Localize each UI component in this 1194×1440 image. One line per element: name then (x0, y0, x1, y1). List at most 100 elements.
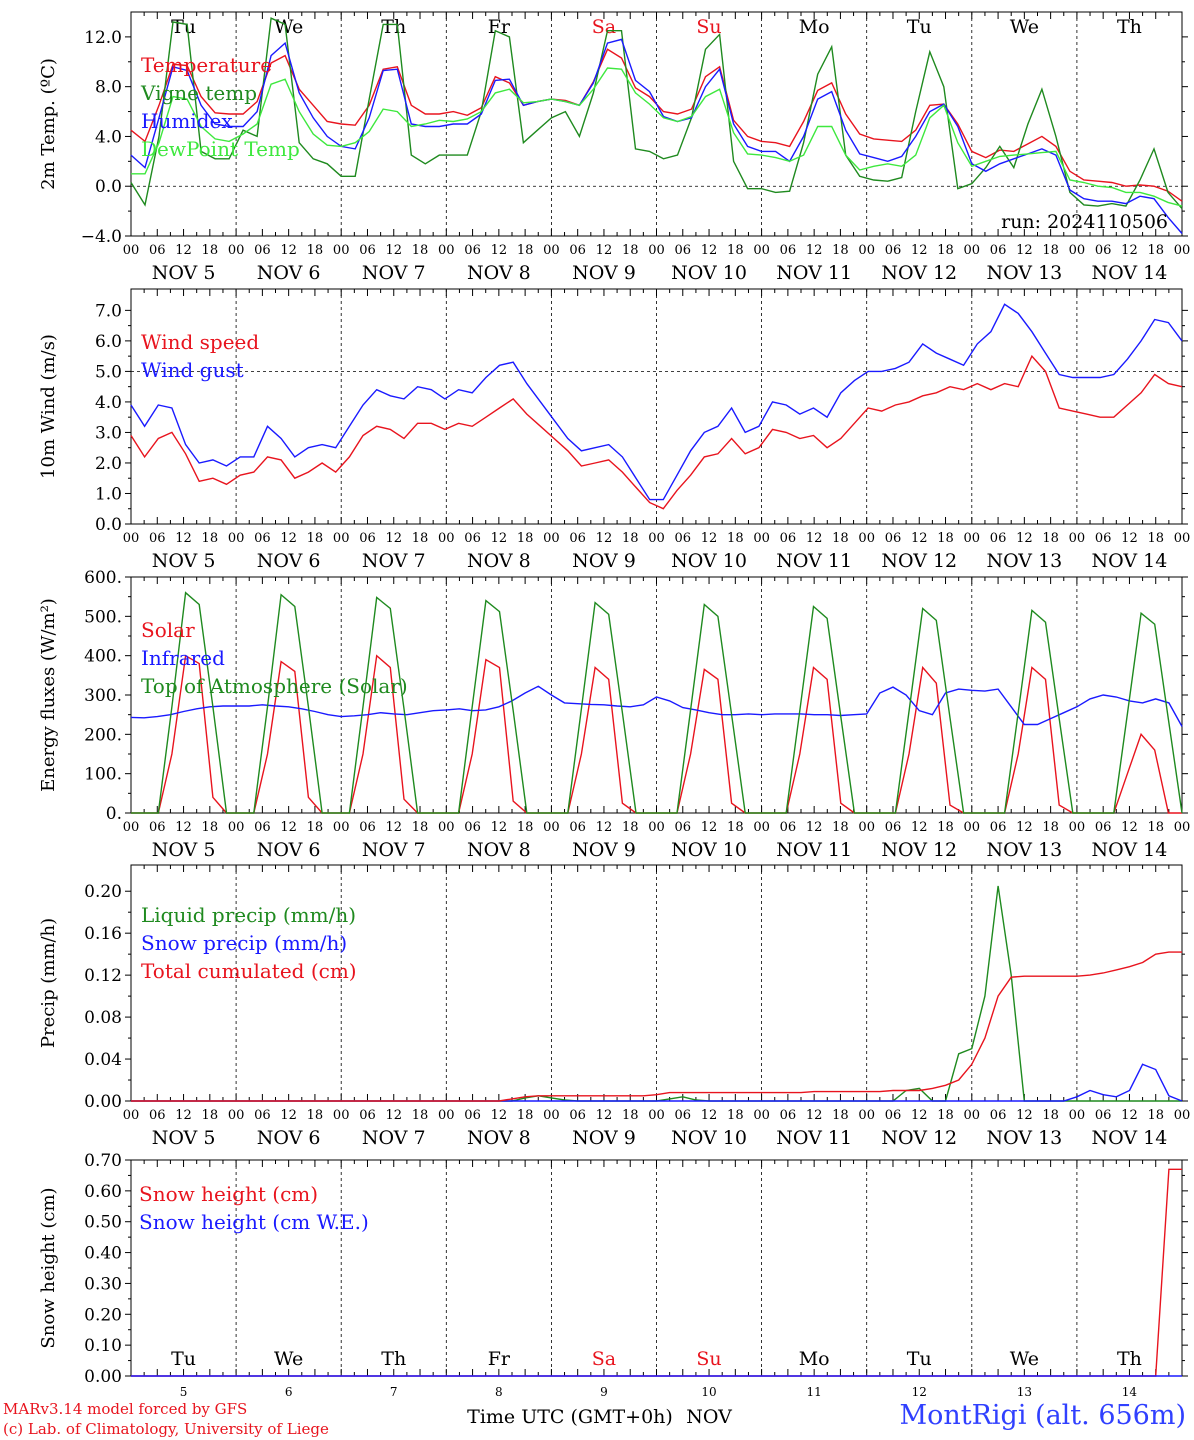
date-label: NOV 6 (257, 262, 321, 284)
hour-tick-label: 18 (412, 243, 429, 258)
hour-tick-label: 00 (858, 243, 875, 258)
hour-tick-label: 00 (858, 820, 875, 835)
hour-tick-label: 18 (307, 1108, 324, 1123)
hour-tick-label: 06 (990, 531, 1007, 546)
date-label: NOV 12 (881, 839, 957, 861)
weekday-label: Fr (488, 16, 511, 38)
hour-tick-label: 06 (464, 243, 481, 258)
date-label: NOV 5 (152, 550, 216, 572)
hour-tick-label: 06 (780, 1108, 797, 1123)
date-label: NOV 6 (257, 1127, 321, 1149)
hour-tick-label: 18 (202, 820, 219, 835)
hour-tick-label: 06 (149, 243, 166, 258)
date-label: NOV 13 (986, 1127, 1062, 1149)
hour-tick-label: 12 (280, 1108, 297, 1123)
hour-tick-label: 18 (202, 531, 219, 546)
y-tick-label: 0.04 (84, 1050, 122, 1070)
hour-tick-label: 18 (307, 531, 324, 546)
y-tick-label: 0.60 (84, 1182, 122, 1202)
panel-energy: 0. 100. 200. 300. 400. 500. 600. Energy fluxes … (38, 568, 1190, 861)
date-label: NOV 10 (671, 262, 747, 284)
date-label: NOV 8 (467, 262, 531, 284)
hour-tick-label: 12 (596, 820, 613, 835)
hour-tick-label: 00 (438, 531, 455, 546)
hour-tick-label: 06 (149, 820, 166, 835)
hour-tick-label: 06 (1095, 243, 1112, 258)
day-number-label: 11 (807, 1385, 822, 1399)
hour-tick-label: 18 (727, 1108, 744, 1123)
weekday-label: We (1010, 1348, 1039, 1370)
y-axis-label: Snow height (cm) (38, 1187, 59, 1348)
hour-tick-label: 12 (385, 1108, 402, 1123)
date-label: NOV 12 (881, 1127, 957, 1149)
y-tick-label: 0.08 (84, 1008, 122, 1028)
hour-tick-label: 06 (990, 820, 1007, 835)
hour-tick-label: 00 (123, 1108, 140, 1123)
hour-tick-label: 06 (359, 243, 376, 258)
hour-tick-label: 06 (254, 820, 271, 835)
hour-tick-label: 00 (438, 1108, 455, 1123)
hour-tick-label: 06 (359, 1108, 376, 1123)
hour-tick-label: 00 (858, 531, 875, 546)
weekday-label: Tu (907, 16, 932, 38)
hour-tick-label: 00 (543, 243, 560, 258)
hour-tick-label: 00 (753, 1108, 770, 1123)
series-line-dewpoint-temp (131, 67, 1183, 207)
hour-tick-label: 06 (885, 820, 902, 835)
date-label: NOV 14 (1092, 839, 1168, 861)
date-label: NOV 7 (362, 262, 426, 284)
hour-tick-label: 12 (596, 1108, 613, 1123)
date-label: NOV 11 (776, 550, 852, 572)
date-label: NOV 13 (986, 262, 1062, 284)
date-label: NOV 9 (572, 550, 636, 572)
legend-entry: Humidex (141, 109, 233, 133)
hour-tick-label: 00 (1174, 531, 1191, 546)
y-tick-label: 2.0 (95, 454, 122, 474)
day-number-label: 8 (495, 1385, 503, 1399)
hour-tick-label: 06 (675, 1108, 692, 1123)
weekday-label: Th (381, 16, 406, 38)
hour-tick-label: 00 (1069, 1108, 1086, 1123)
panel-frame (130, 11, 1183, 237)
weekday-label: Sa (592, 16, 616, 38)
hour-tick-label: 18 (1147, 243, 1164, 258)
hour-tick-label: 06 (254, 531, 271, 546)
hour-tick-label: 06 (780, 531, 797, 546)
y-tick-label: 0.30 (84, 1274, 122, 1294)
day-number-label: 6 (285, 1385, 293, 1399)
day-number-label: 12 (912, 1385, 927, 1399)
y-tick-label: 0.16 (84, 924, 122, 944)
hour-tick-label: 18 (1042, 243, 1059, 258)
hour-tick-label: 06 (359, 531, 376, 546)
y-tick-label: 5.0 (95, 362, 122, 382)
hour-tick-label: 18 (622, 243, 639, 258)
hour-tick-label: 00 (964, 820, 981, 835)
series-line-wind-speed (130, 354, 1183, 510)
hour-tick-label: 00 (438, 243, 455, 258)
y-tick-label: 7.0 (95, 301, 122, 321)
hour-tick-label: 18 (202, 243, 219, 258)
hour-tick-label: 00 (123, 531, 140, 546)
hour-tick-label: 18 (832, 243, 849, 258)
weekday-label: We (274, 1348, 303, 1370)
y-tick-label: 0.0 (95, 515, 122, 535)
y-tick-label: 400. (84, 647, 122, 667)
weekday-label: We (274, 16, 303, 38)
hour-tick-label: 12 (806, 243, 823, 258)
day-number-label: 9 (600, 1385, 608, 1399)
day-number-label: 7 (390, 1385, 398, 1399)
legend-entry: Wind gust (141, 358, 244, 382)
y-tick-label: 0.20 (84, 1305, 122, 1325)
hour-tick-label: 18 (412, 1108, 429, 1123)
date-label: NOV 7 (362, 1127, 426, 1149)
date-label: NOV 11 (776, 262, 852, 284)
y-tick-label: 200. (84, 725, 122, 745)
hour-tick-label: 12 (491, 243, 508, 258)
hour-tick-label: 12 (806, 820, 823, 835)
y-axis-label: Energy fluxes (W/m²) (38, 598, 59, 792)
hour-tick-label: 00 (123, 243, 140, 258)
y-tick-label: −4.0 (81, 227, 122, 247)
hour-tick-label: 06 (149, 531, 166, 546)
hour-tick-label: 18 (937, 820, 954, 835)
hour-tick-label: 06 (675, 531, 692, 546)
